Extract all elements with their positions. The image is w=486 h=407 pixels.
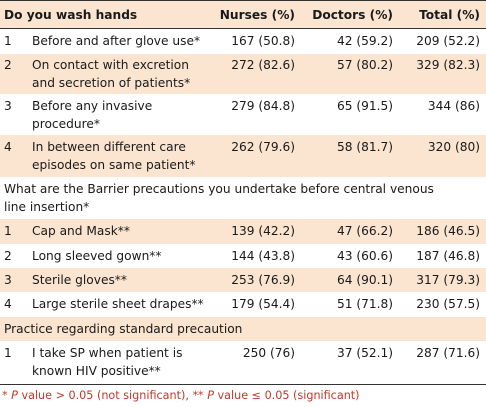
section-title-cont: line insertion* [4,200,90,214]
nurses-cell: 262 (79.6) [231,140,295,154]
table-row: 1 I take SP when patient is known HIV po… [0,341,486,382]
doctors-cell: 58 (81.7) [336,140,393,154]
row-number: 2 [4,58,12,72]
table-header: Do you wash hands Nurses (%) Doctors (%)… [0,0,486,29]
doctors-cell: 37 (52.1) [336,346,393,360]
nurses-cell: 139 (42.2) [231,224,295,238]
total-cell: 329 (82.3) [416,58,480,72]
data-table: Do you wash hands Nurses (%) Doctors (%)… [0,0,486,382]
row-label: In between different care [32,140,186,154]
footnote-star: * [2,389,12,402]
total-cell: 187 (46.8) [416,249,480,263]
row-number: 4 [4,297,12,311]
doctors-cell: 65 (91.5) [336,99,393,113]
row-number: 1 [4,346,12,360]
table-footnote: * P value > 0.05 (not significant), ** P… [0,384,486,407]
nurses-cell: 250 (76) [242,346,295,360]
row-number: 1 [4,224,12,238]
table-row: 4 In between different care episodes on … [0,135,486,177]
row-label: Cap and Mask** [32,224,130,238]
table-row: 1 Before and after glove use* 167 (50.8)… [0,29,486,54]
nurses-cell: 272 (82.6) [231,58,295,72]
footnote-text: value ≤ 0.05 (significant) [213,389,360,402]
doctors-cell: 43 (60.6) [336,249,393,263]
table-row: 3 Before any invasive procedure* 279 (84… [0,94,486,135]
row-label-cont: known HIV positive** [32,364,161,378]
total-cell: 320 (80) [427,140,480,154]
total-cell: 186 (46.5) [416,224,480,238]
row-label-cont: and secretion of patients* [32,76,191,90]
total-cell: 287 (71.6) [416,346,480,360]
table-row: 1 Cap and Mask** 139 (42.2) 47 (66.2) 18… [0,219,486,244]
doctors-cell: 42 (59.2) [336,34,393,48]
row-label: I take SP when patient is [32,346,183,360]
section-heading-barrier: What are the Barrier precautions you und… [0,177,486,219]
table-row: 2 On contact with excretion and secretio… [0,54,486,94]
row-label-cont: procedure* [32,117,100,131]
total-cell: 344 (86) [427,99,480,113]
section-heading-practice: Practice regarding standard precaution [0,317,486,341]
table-row: 3 Sterile gloves** 253 (76.9) 64 (90.1) … [0,268,486,292]
total-cell: 209 (52.2) [416,34,480,48]
table-row: 4 Large sterile sheet drapes** 179 (54.4… [0,292,486,317]
row-number: 1 [4,34,12,48]
total-cell: 230 (57.5) [416,297,480,311]
doctors-cell: 64 (90.1) [336,273,393,287]
footnote-text: value > 0.05 (not significant), ** [17,389,208,402]
doctors-cell: 51 (71.8) [336,297,393,311]
row-label: Large sterile sheet drapes** [32,297,204,311]
row-label-cont: episodes on same patient* [32,158,196,172]
nurses-cell: 279 (84.8) [231,99,295,113]
header-total: Total (%) [419,8,480,22]
doctors-cell: 47 (66.2) [336,224,393,238]
doctors-cell: 57 (80.2) [336,58,393,72]
row-number: 4 [4,140,12,154]
row-label: Long sleeved gown** [32,249,162,263]
header-doctors: Doctors (%) [312,8,393,22]
table-row: 2 Long sleeved gown** 144 (43.8) 43 (60.… [0,244,486,268]
nurses-cell: 167 (50.8) [231,34,295,48]
header-question: Do you wash hands [4,8,138,22]
total-cell: 317 (79.3) [416,273,480,287]
nurses-cell: 144 (43.8) [231,249,295,263]
section-title: What are the Barrier precautions you und… [4,182,434,196]
row-label: Before and after glove use* [32,34,201,48]
footnote-p: P [11,389,18,402]
nurses-cell: 253 (76.9) [231,273,295,287]
row-label: Before any invasive [32,99,153,113]
header-nurses: Nurses (%) [219,8,295,22]
row-label: On contact with excretion [32,58,189,72]
row-label: Sterile gloves** [32,273,127,287]
row-number: 2 [4,249,12,263]
section-title: Practice regarding standard precaution [4,322,243,336]
nurses-cell: 179 (54.4) [231,297,295,311]
row-number: 3 [4,99,12,113]
row-number: 3 [4,273,12,287]
footnote-p: P [207,389,214,402]
